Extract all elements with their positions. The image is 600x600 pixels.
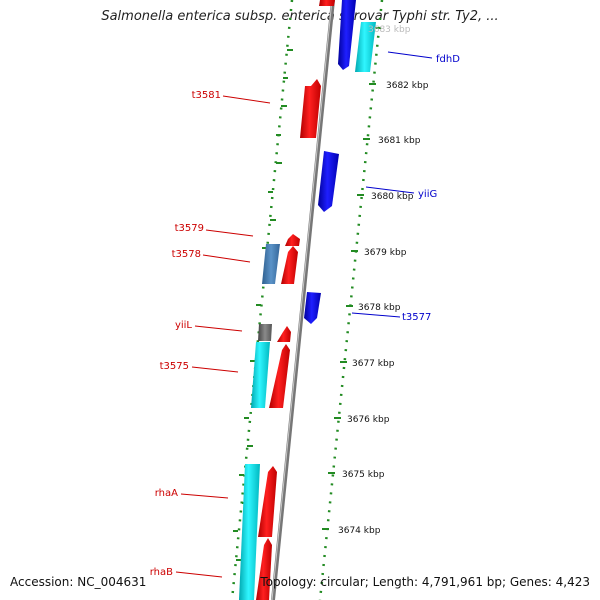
gene-top-red [319, 0, 335, 6]
gene-t3579 [285, 234, 300, 246]
gene-labels: fdhD t3581 yiiG t3579 t3578 t3577 yiiL t… [150, 54, 460, 578]
ruler-labels: 3683 kbp 3682 kbp 3681 kbp 3680 kbp 3679… [338, 25, 429, 536]
map-title: Salmonella enterica subsp. enterica sero… [101, 9, 499, 24]
right-boundary [318, 0, 384, 600]
gene-rhaB [256, 538, 272, 600]
ruler-label: 3683 kbp [368, 25, 411, 35]
gene-label-rhaB: rhaB [150, 567, 173, 578]
right-ticks [322, 27, 381, 530]
label-leaders [175, 51, 433, 578]
ruler-label: 3678 kbp [358, 303, 401, 313]
ruler-label: 3680 kbp [371, 192, 414, 202]
ruler-label: 3676 kbp [347, 415, 390, 425]
gene-fdhD-cyan [355, 22, 376, 72]
gene-rhaA [258, 466, 277, 537]
gene-label-t3575: t3575 [160, 361, 189, 372]
gene-label-yiiL: yiiL [175, 320, 192, 331]
gene-label-t3581: t3581 [192, 90, 221, 101]
gene-label-rhaA: rhaA [155, 488, 178, 499]
gene-label-fdhD: fdhD [436, 54, 460, 65]
gene-fdhD [338, 0, 356, 70]
gene-t3575-cyan [251, 342, 270, 408]
gene-label-yiiG: yiiG [418, 189, 437, 200]
topology-text: Topology: circular; Length: 4,791,961 bp… [260, 575, 590, 589]
ruler-label: 3675 kbp [342, 470, 385, 480]
ruler-label: 3682 kbp [386, 81, 429, 91]
backbone [271, 0, 335, 600]
ruler-label: 3677 kbp [352, 359, 395, 369]
gene-t3577 [304, 292, 321, 324]
gene-t3578 [281, 246, 298, 284]
ruler-label: 3674 kbp [338, 526, 381, 536]
gene-t3581 [300, 79, 321, 138]
ruler-label: 3679 kbp [364, 248, 407, 258]
ruler-label: 3681 kbp [378, 136, 421, 146]
gene-t3575 [269, 344, 290, 408]
gene-yiiL [258, 324, 272, 341]
gene-yiiL-red [277, 326, 291, 342]
gene-label-t3579: t3579 [175, 223, 204, 234]
accession-text: Accession: NC_004631 [10, 575, 147, 589]
left-boundary [230, 0, 294, 600]
gene-steel [262, 244, 280, 284]
backbone-highlight [271, 0, 333, 600]
gene-yiiG [318, 151, 339, 212]
genes [239, 0, 376, 600]
gene-label-t3578: t3578 [172, 249, 201, 260]
gene-label-t3577: t3577 [402, 312, 431, 323]
gene-rhaA-cyan [239, 464, 260, 600]
